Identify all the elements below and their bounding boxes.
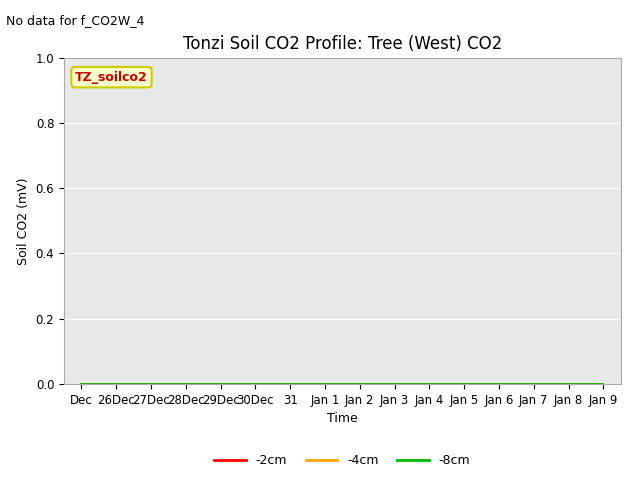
Y-axis label: Soil CO2 (mV): Soil CO2 (mV) [17,177,30,264]
Text: TZ_soilco2: TZ_soilco2 [75,71,148,84]
Title: Tonzi Soil CO2 Profile: Tree (West) CO2: Tonzi Soil CO2 Profile: Tree (West) CO2 [183,35,502,53]
X-axis label: Time: Time [327,412,358,425]
Legend: -2cm, -4cm, -8cm: -2cm, -4cm, -8cm [209,449,476,472]
Text: No data for f_CO2W_4: No data for f_CO2W_4 [6,14,145,27]
